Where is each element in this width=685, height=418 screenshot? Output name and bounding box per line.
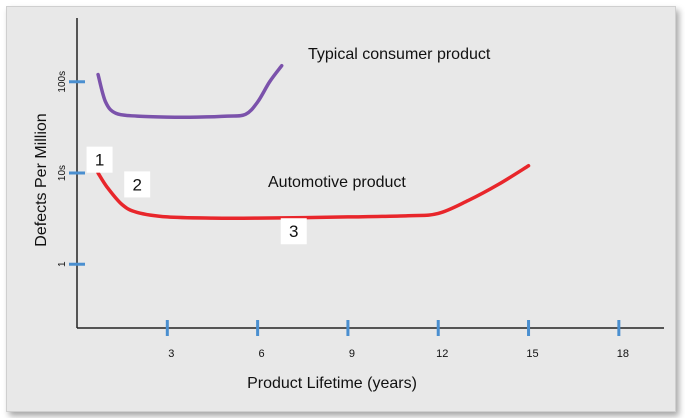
annotation-box-two [124, 171, 151, 198]
annotation-label-one: 1 [95, 151, 104, 170]
y-tick-label: 100s [57, 71, 68, 93]
annotation-label-three: 3 [289, 222, 298, 241]
axes [76, 18, 664, 329]
annotation-box-one [86, 146, 113, 173]
x-tick-label: 18 [617, 348, 629, 360]
y-tick-label: 10s [57, 165, 68, 181]
x-tick-label: 9 [349, 348, 355, 360]
x-tick-label: 15 [526, 348, 538, 360]
series-line-automotive [96, 164, 531, 221]
x-tick-label: 12 [436, 348, 448, 360]
series-lines [96, 63, 531, 221]
series-label-automotive: Automotive product [268, 174, 406, 191]
annotation-box-three [280, 218, 307, 245]
y-ticks: 1 10s 100s [57, 71, 85, 267]
y-axis-label: Defects Per Million [33, 113, 50, 246]
series-label-typical-consumer: Typical consumer product [308, 46, 491, 63]
x-tick-label: 3 [168, 348, 174, 360]
annotations: 1 2 3 [86, 146, 307, 245]
x-tick-label: 6 [259, 348, 265, 360]
chart-frame [6, 6, 676, 412]
x-ticks: 3 6 9 12 15 18 [165, 320, 629, 360]
y-tick-label: 1 [57, 261, 68, 267]
annotation-label-two: 2 [132, 175, 141, 194]
x-axis-label: Product Lifetime (years) [247, 375, 417, 392]
series-line-typical-consumer [96, 63, 284, 119]
